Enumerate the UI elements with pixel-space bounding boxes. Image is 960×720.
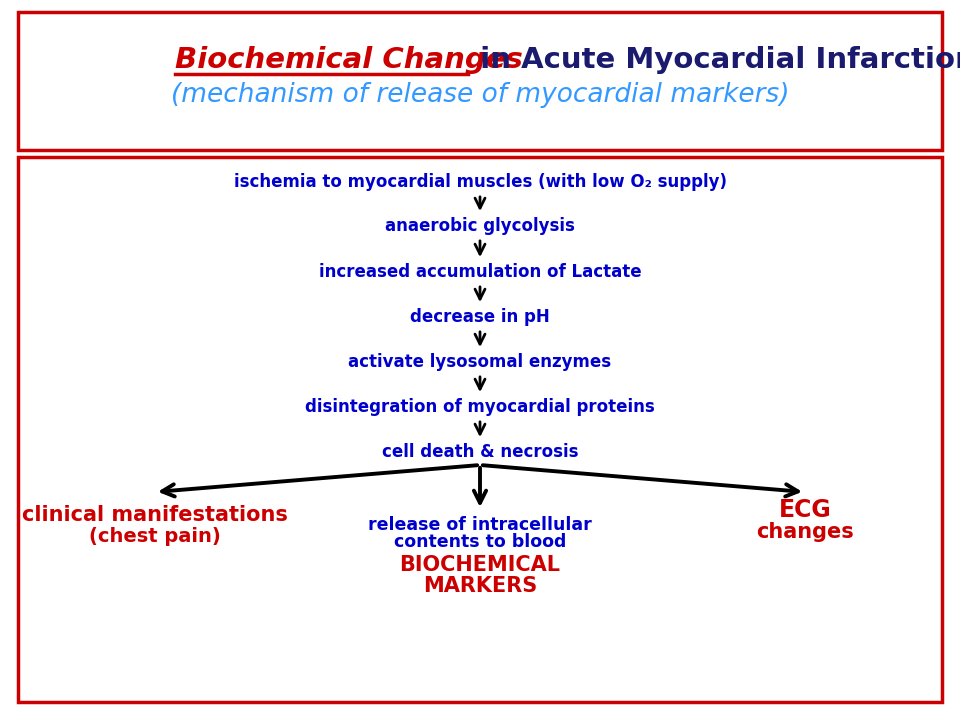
Text: clinical manifestations: clinical manifestations <box>22 505 288 525</box>
Text: changes: changes <box>756 522 853 542</box>
Text: ischemia to myocardial muscles (with low O₂ supply): ischemia to myocardial muscles (with low… <box>233 173 727 191</box>
Text: ECG: ECG <box>779 498 831 522</box>
Text: cell death & necrosis: cell death & necrosis <box>382 443 578 461</box>
Bar <box>18 157 942 702</box>
Text: Biochemical Changes: Biochemical Changes <box>175 46 523 74</box>
Text: anaerobic glycolysis: anaerobic glycolysis <box>385 217 575 235</box>
Text: activate lysosomal enzymes: activate lysosomal enzymes <box>348 353 612 371</box>
Text: decrease in pH: decrease in pH <box>410 308 550 326</box>
Bar <box>18 12 942 150</box>
Text: (chest pain): (chest pain) <box>89 526 221 546</box>
Text: contents to blood: contents to blood <box>394 533 566 551</box>
Text: in Acute Myocardial Infarction: in Acute Myocardial Infarction <box>470 46 960 74</box>
Text: release of intracellular: release of intracellular <box>368 516 592 534</box>
Text: (mechanism of release of myocardial markers): (mechanism of release of myocardial mark… <box>171 82 789 108</box>
Text: disintegration of myocardial proteins: disintegration of myocardial proteins <box>305 398 655 416</box>
Text: MARKERS: MARKERS <box>422 576 538 596</box>
Text: increased accumulation of Lactate: increased accumulation of Lactate <box>319 263 641 281</box>
Text: BIOCHEMICAL: BIOCHEMICAL <box>399 555 561 575</box>
